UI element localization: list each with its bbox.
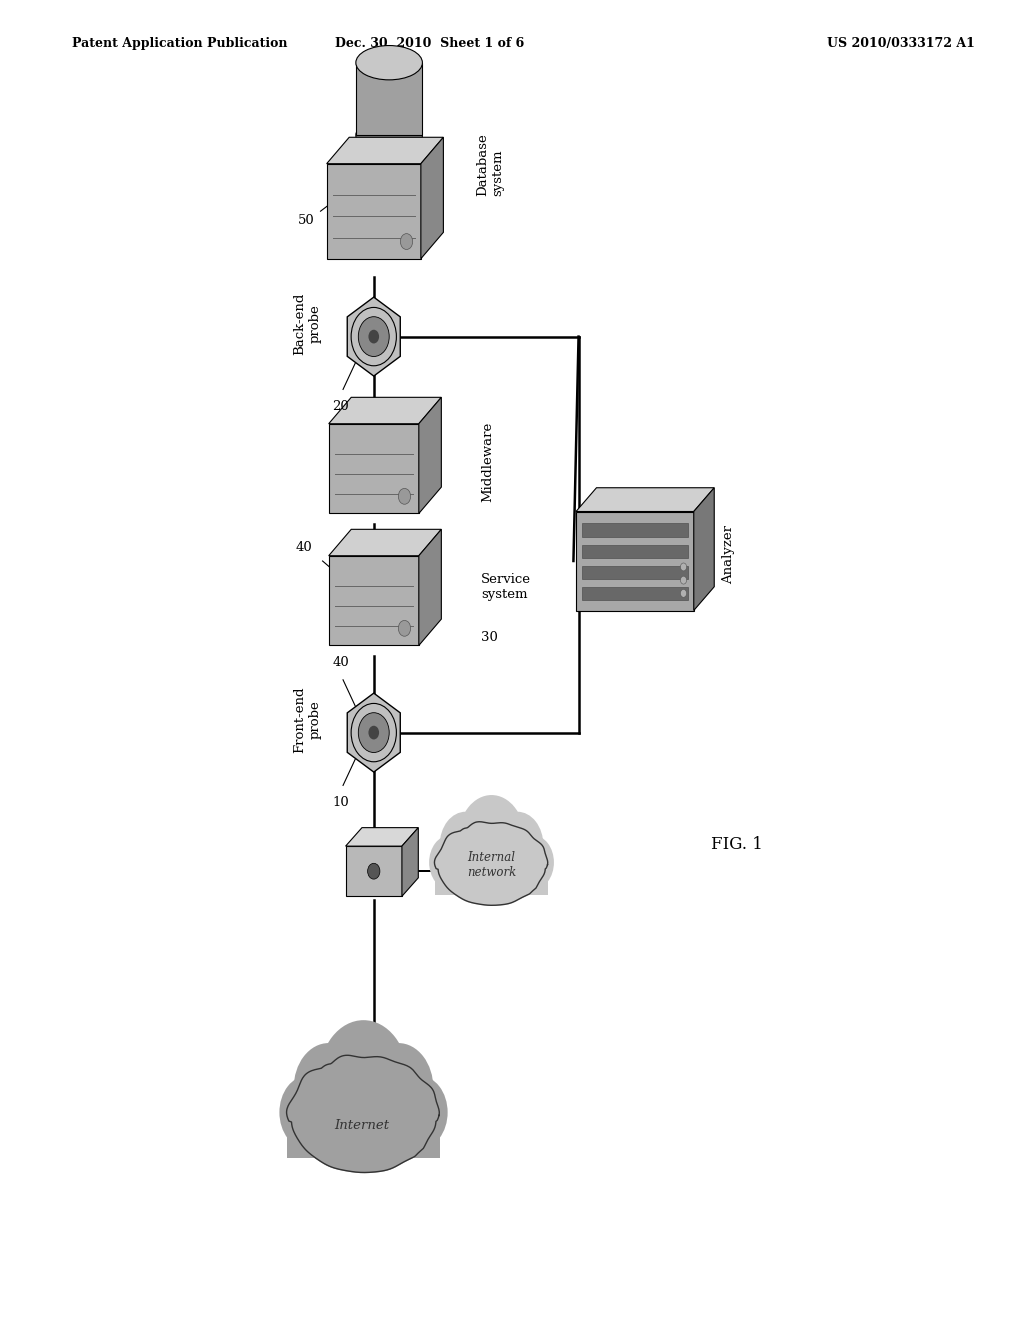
Polygon shape <box>575 488 715 512</box>
Polygon shape <box>345 846 401 896</box>
Circle shape <box>492 812 544 879</box>
Circle shape <box>390 1076 447 1150</box>
Text: Analyzer: Analyzer <box>722 525 735 583</box>
Circle shape <box>294 1043 364 1133</box>
Circle shape <box>512 836 554 890</box>
Circle shape <box>358 713 389 752</box>
Polygon shape <box>329 397 441 424</box>
Circle shape <box>680 562 687 570</box>
Polygon shape <box>421 137 443 259</box>
Polygon shape <box>575 512 694 610</box>
Polygon shape <box>347 693 400 772</box>
Text: FIG. 1: FIG. 1 <box>712 837 763 853</box>
Text: Internet: Internet <box>334 1119 389 1133</box>
Polygon shape <box>327 137 443 164</box>
Text: Dec. 30, 2010  Sheet 1 of 6: Dec. 30, 2010 Sheet 1 of 6 <box>336 37 524 50</box>
Text: 50: 50 <box>298 214 314 227</box>
Circle shape <box>398 620 411 636</box>
Polygon shape <box>287 1055 439 1172</box>
Text: Back-end
probe: Back-end probe <box>293 292 322 355</box>
Polygon shape <box>582 523 688 536</box>
Polygon shape <box>582 565 688 578</box>
Polygon shape <box>582 544 688 557</box>
Circle shape <box>680 589 687 597</box>
Polygon shape <box>401 828 419 896</box>
Text: US 2010/0333172 A1: US 2010/0333172 A1 <box>827 37 975 50</box>
Circle shape <box>400 234 413 249</box>
Circle shape <box>398 488 411 504</box>
Polygon shape <box>345 828 419 846</box>
Polygon shape <box>419 529 441 645</box>
Text: Patent Application Publication: Patent Application Publication <box>72 37 287 50</box>
Text: 30: 30 <box>481 631 498 644</box>
Circle shape <box>358 317 389 356</box>
Circle shape <box>429 836 471 890</box>
Polygon shape <box>329 556 419 645</box>
Polygon shape <box>288 1107 439 1158</box>
Circle shape <box>280 1076 337 1150</box>
Polygon shape <box>582 586 688 599</box>
Polygon shape <box>327 164 421 259</box>
Circle shape <box>364 1043 433 1133</box>
Text: Internal
network: Internal network <box>467 850 516 879</box>
Ellipse shape <box>356 45 422 81</box>
Circle shape <box>369 726 379 739</box>
Circle shape <box>369 330 379 343</box>
Circle shape <box>439 812 492 879</box>
Text: 20: 20 <box>333 400 349 413</box>
Text: Front-end
probe: Front-end probe <box>293 686 322 752</box>
Circle shape <box>368 863 380 879</box>
Text: 40: 40 <box>296 541 312 554</box>
Text: 10: 10 <box>333 796 349 809</box>
Circle shape <box>459 795 524 880</box>
Polygon shape <box>356 62 422 135</box>
Circle shape <box>479 829 526 890</box>
Ellipse shape <box>356 117 422 153</box>
Text: 40: 40 <box>333 656 349 669</box>
Text: Middleware: Middleware <box>481 422 495 502</box>
Polygon shape <box>329 424 419 513</box>
Polygon shape <box>347 297 400 376</box>
Circle shape <box>315 1067 379 1148</box>
Polygon shape <box>435 859 548 895</box>
Text: Database
system: Database system <box>476 133 504 197</box>
Circle shape <box>348 1067 411 1148</box>
Polygon shape <box>694 488 715 610</box>
Text: Service
system: Service system <box>481 573 531 602</box>
Circle shape <box>680 576 687 583</box>
Circle shape <box>456 829 504 890</box>
Polygon shape <box>419 397 441 513</box>
Polygon shape <box>434 822 548 906</box>
Polygon shape <box>329 529 441 556</box>
Circle shape <box>319 1020 408 1135</box>
